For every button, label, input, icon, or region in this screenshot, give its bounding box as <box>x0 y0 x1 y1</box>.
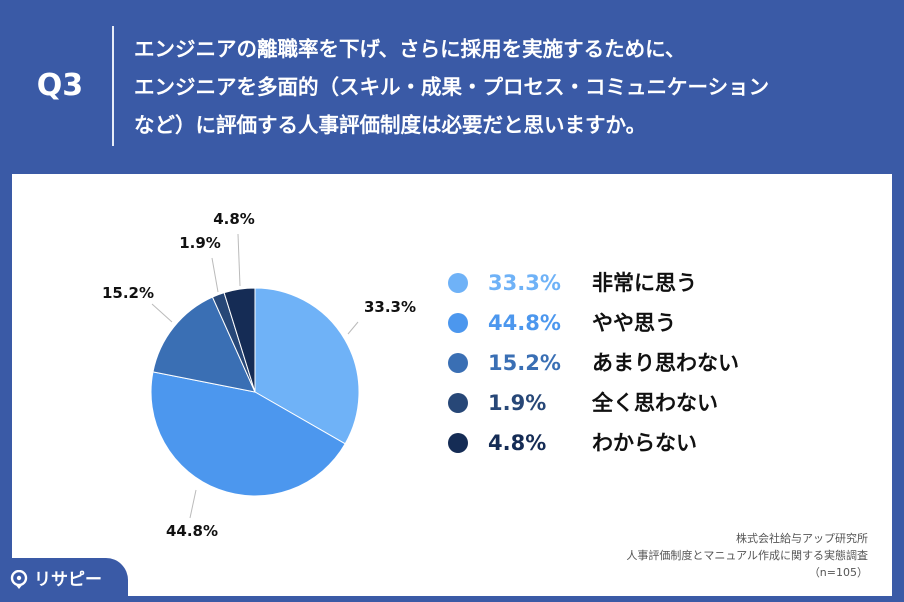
legend-pct-3: 15.2% <box>488 351 561 375</box>
legend-pct-4: 1.9% <box>488 391 547 415</box>
legend-swatch-5 <box>448 433 468 453</box>
source-survey: 人事評価制度とマニュアル作成に関する実態調査 <box>626 549 868 562</box>
brand-logo-text: リサピー <box>34 570 102 590</box>
legend-swatch-2 <box>448 313 468 333</box>
pie-label-4: 1.9% <box>179 234 221 252</box>
question-number: Q3 <box>36 68 84 103</box>
header-divider <box>112 26 114 146</box>
pie-slice-2 <box>150 371 346 497</box>
leader-line-3 <box>151 303 173 323</box>
legend-item-5: 4.8% わからない <box>442 428 842 458</box>
chart-card: 33.3% 44.8% 15.2% 1.9% 4.8% 33.3% 非常に思う 44.8… <box>12 174 892 596</box>
legend-item-2: 44.8% やや思う <box>442 308 842 338</box>
legend-label-5: わからない <box>592 431 697 455</box>
question-line-1: エンジニアの離職率を下げ、さらに採用を実施するために、 <box>134 37 686 61</box>
pie-label-3: 15.2% <box>102 284 154 302</box>
source-sample-size: （n=105） <box>808 566 868 579</box>
legend-pct-2: 44.8% <box>488 311 561 335</box>
pie-slice-1 <box>254 287 360 445</box>
legend-item-1: 33.3% 非常に思う <box>442 268 842 298</box>
legend-label-3: あまり思わない <box>592 351 739 375</box>
source-company: 株式会社給与アップ研究所 <box>736 532 868 545</box>
pie-chart: 33.3% 44.8% 15.2% 1.9% 4.8% <box>102 210 416 540</box>
question-line-3: など）に評価する人事評価制度は必要だと思いますか。 <box>134 113 647 137</box>
question-text: エンジニアの離職率を下げ、さらに採用を実施するために、 エンジニアを多面的（スキ… <box>134 30 884 144</box>
pie-label-2: 44.8% <box>166 522 218 540</box>
legend-label-4: 全く思わない <box>592 391 718 415</box>
legend-item-4: 1.9% 全く思わない <box>442 388 842 418</box>
leader-line-5 <box>237 233 241 287</box>
pin-icon <box>10 570 28 589</box>
leader-line-1 <box>347 321 359 335</box>
legend-label-1: 非常に思う <box>592 271 697 295</box>
legend-pct-1: 33.3% <box>488 271 561 295</box>
pie-slice-5 <box>223 287 256 393</box>
source-note: 株式会社給与アップ研究所 人事評価制度とマニュアル作成に関する実態調査 （n=1… <box>626 530 868 581</box>
legend-item-3: 15.2% あまり思わない <box>442 348 842 378</box>
header: Q3 エンジニアの離職率を下げ、さらに採用を実施するために、 エンジニアを多面的… <box>0 0 904 172</box>
pie-slice-3 <box>152 296 256 393</box>
pie-label-5: 4.8% <box>213 210 255 228</box>
legend-swatch-1 <box>448 273 468 293</box>
legend-swatch-4 <box>448 393 468 413</box>
legend-label-2: やや思う <box>592 311 676 335</box>
legend-swatch-3 <box>448 353 468 373</box>
pie-label-1: 33.3% <box>364 298 416 316</box>
question-line-2: エンジニアを多面的（スキル・成果・プロセス・コミュニケーション <box>134 75 770 99</box>
legend-pct-5: 4.8% <box>488 431 547 455</box>
leader-line-2 <box>189 489 197 519</box>
leader-line-4 <box>211 257 219 293</box>
brand-logo: リサピー <box>0 558 128 602</box>
